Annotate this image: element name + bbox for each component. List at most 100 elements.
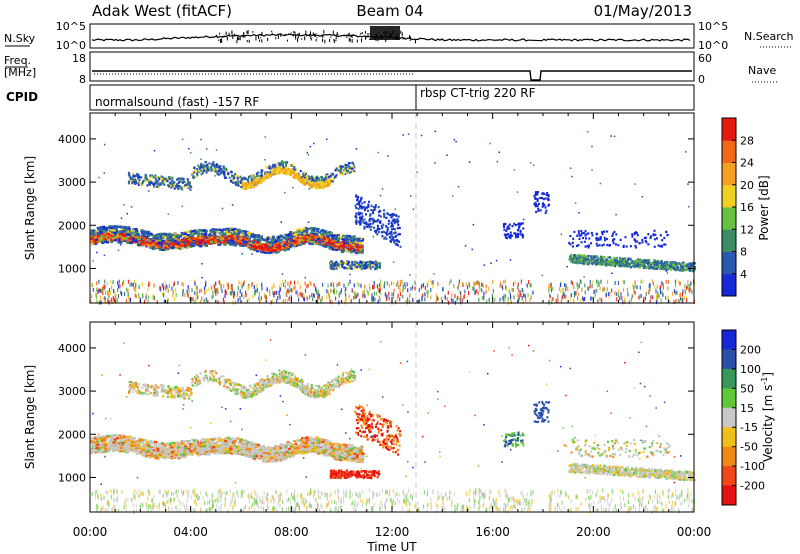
- noise-search-point: [261, 32, 263, 36]
- noise-search-point: [290, 32, 292, 34]
- scatter-cell: [343, 267, 346, 270]
- scatter-cell: [396, 227, 399, 230]
- scatter-cell: [211, 163, 214, 166]
- scatter-cell: [156, 233, 160, 236]
- scatter-cell: [234, 172, 237, 176]
- scatter-cell: [360, 196, 363, 199]
- scatter-cell: [638, 263, 641, 266]
- scatter-cell: [93, 230, 97, 233]
- scatter-cell: [237, 235, 241, 239]
- scatter-cell: [374, 266, 377, 269]
- scatter-cell: [398, 240, 401, 243]
- scatter-cell: [359, 205, 362, 208]
- scatter-cell: [198, 228, 201, 232]
- scatter-cell: [290, 244, 294, 247]
- noise-search-point: [322, 38, 324, 42]
- scatter-cell: [318, 231, 322, 234]
- scatter-cell: [264, 246, 268, 249]
- scatter-cell: [269, 243, 273, 246]
- scatter-cell: [316, 187, 319, 190]
- scatter-cell: [203, 234, 207, 237]
- scatter-cell: [243, 177, 245, 181]
- scatter-cell: [188, 180, 191, 183]
- scatter-cell: [292, 170, 295, 173]
- scatter-cell: [90, 237, 94, 240]
- scatter-cell: [150, 234, 154, 237]
- scatter-cell: [200, 232, 204, 235]
- scatter-cell: [131, 177, 134, 180]
- scatter-cell: [368, 262, 371, 266]
- scatter-cell: [388, 214, 391, 217]
- noise-search-point: [284, 33, 286, 36]
- scatter-cell: [205, 171, 208, 174]
- scatter-cell: [293, 234, 297, 237]
- scatter-cell: [332, 173, 334, 176]
- scatter-cell: [285, 162, 288, 165]
- scatter-cell: [175, 186, 178, 189]
- scatter-cell: [397, 240, 399, 243]
- scatter-cell: [241, 182, 244, 185]
- scatter-cell: [228, 232, 231, 235]
- scatter-cell: [269, 251, 273, 254]
- scatter-cell: [136, 233, 140, 236]
- noise-search-point: [351, 39, 353, 43]
- scatter-cell: [361, 267, 363, 271]
- scatter-cell: [368, 265, 371, 268]
- scatter-cell: [383, 214, 386, 217]
- scatter-cell: [255, 184, 258, 187]
- scatter-cell: [206, 167, 208, 170]
- scatter-cell: [335, 248, 339, 251]
- scatter-cell: [282, 164, 284, 167]
- noise-search-point: [219, 38, 221, 43]
- scatter-cell: [171, 176, 174, 179]
- scatter-cell: [260, 177, 263, 180]
- scatter-cell: [333, 265, 335, 268]
- scatter-cell: [342, 242, 346, 245]
- scatter-cell: [233, 177, 236, 180]
- scatter-cell: [148, 178, 151, 181]
- scatter-cell: [285, 164, 287, 167]
- scatter-cell: [159, 237, 163, 241]
- scatter-cell: [162, 235, 166, 238]
- scatter-cell: [262, 246, 266, 250]
- scatter-cell: [97, 228, 101, 231]
- scatter-cell: [222, 172, 225, 175]
- scatter-cell: [131, 182, 134, 185]
- scatter-cell: [124, 237, 128, 240]
- scatter-cell: [229, 243, 233, 246]
- scatter-cell: [297, 235, 301, 238]
- scatter-cell: [582, 259, 585, 262]
- scatter-cell: [300, 179, 303, 182]
- scatter-cell: [195, 171, 197, 174]
- scatter-cell: [230, 171, 233, 174]
- scatter-cell: [322, 236, 326, 239]
- scatter-cell: [308, 180, 311, 183]
- scatter-cell: [291, 163, 294, 166]
- scatter-cell: [133, 181, 136, 184]
- noise-search-point: [297, 34, 299, 39]
- scatter-cell: [341, 265, 344, 268]
- scatter-cell: [374, 268, 376, 271]
- scatter-cell: [367, 203, 370, 206]
- scatter-cell: [271, 171, 274, 174]
- scatter-cell: [265, 172, 268, 175]
- noise-search-point: [315, 39, 317, 42]
- scatter-cell: [221, 234, 225, 238]
- noise-search-point: [361, 32, 363, 35]
- noise-search-point: [349, 38, 351, 42]
- scatter-cell: [216, 170, 219, 173]
- scatter-cell: [356, 261, 359, 264]
- scatter-cell: [359, 222, 362, 225]
- scatter-cell: [136, 174, 139, 177]
- scatter-cell: [365, 265, 368, 268]
- scatter-cell: [111, 237, 115, 240]
- scatter-cell: [105, 236, 108, 239]
- noise-search-point: [237, 36, 239, 41]
- scatter-cell: [330, 266, 333, 269]
- scatter-cell: [295, 169, 298, 172]
- scatter-cell: [176, 234, 180, 237]
- scatter-cell: [362, 220, 365, 223]
- scatter-cell: [366, 264, 369, 267]
- scatter-cell: [338, 169, 341, 172]
- scatter-cell: [189, 230, 193, 233]
